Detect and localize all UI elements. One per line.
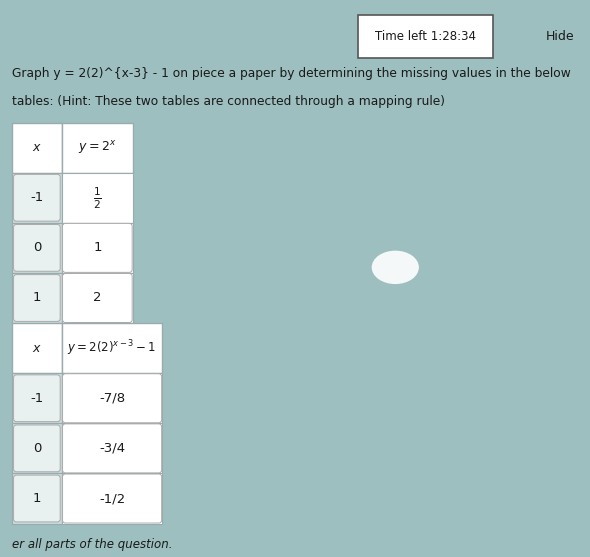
Text: $x$: $x$ <box>32 141 42 154</box>
Text: 1: 1 <box>32 492 41 505</box>
Text: er all parts of the question.: er all parts of the question. <box>12 539 172 551</box>
Text: -3/4: -3/4 <box>99 442 125 455</box>
Text: tables: (Hint: These two tables are connected through a mapping rule): tables: (Hint: These two tables are conn… <box>12 95 445 108</box>
Text: 1: 1 <box>32 291 41 305</box>
Text: Time left 1:28:34: Time left 1:28:34 <box>375 30 476 43</box>
Text: -1: -1 <box>30 392 44 405</box>
Text: 1: 1 <box>93 241 101 255</box>
Text: $y = 2(2)^{x-3} - 1$: $y = 2(2)^{x-3} - 1$ <box>67 338 157 358</box>
Text: 0: 0 <box>32 442 41 455</box>
Text: Hide: Hide <box>546 30 575 43</box>
Text: 0: 0 <box>32 241 41 255</box>
Text: $\frac{1}{2}$: $\frac{1}{2}$ <box>93 185 101 211</box>
Text: -1: -1 <box>30 191 44 204</box>
FancyBboxPatch shape <box>358 15 493 57</box>
Text: $x$: $x$ <box>32 341 42 355</box>
Text: -7/8: -7/8 <box>99 392 125 405</box>
Text: 2: 2 <box>93 291 101 305</box>
Text: $y = 2^x$: $y = 2^x$ <box>78 139 117 156</box>
Text: -1/2: -1/2 <box>99 492 125 505</box>
Text: Graph y = 2(2)^{x-3} - 1 on piece a paper by determining the missing values in t: Graph y = 2(2)^{x-3} - 1 on piece a pape… <box>12 67 571 80</box>
